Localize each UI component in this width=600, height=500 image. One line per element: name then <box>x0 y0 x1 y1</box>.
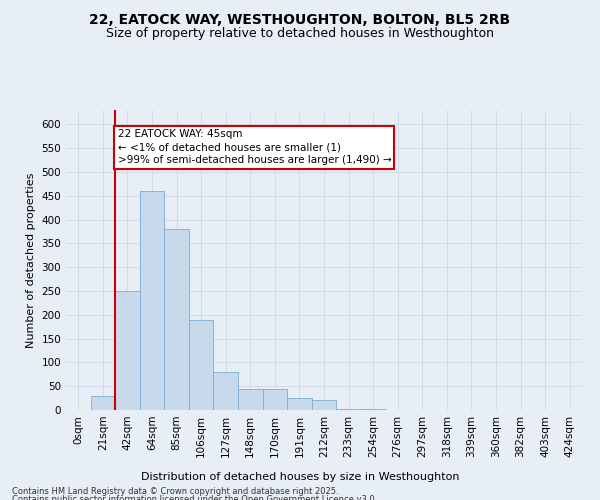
Bar <box>214 372 238 410</box>
Bar <box>115 291 140 410</box>
Text: Size of property relative to detached houses in Westhoughton: Size of property relative to detached ho… <box>106 28 494 40</box>
Y-axis label: Number of detached properties: Number of detached properties <box>26 172 36 348</box>
Bar <box>312 400 336 410</box>
Bar <box>263 388 287 410</box>
Bar <box>91 396 115 410</box>
Bar <box>336 408 361 410</box>
Bar <box>189 320 214 410</box>
Text: Contains public sector information licensed under the Open Government Licence v3: Contains public sector information licen… <box>12 495 377 500</box>
Bar <box>164 229 189 410</box>
Text: 22 EATOCK WAY: 45sqm
← <1% of detached houses are smaller (1)
>99% of semi-detac: 22 EATOCK WAY: 45sqm ← <1% of detached h… <box>118 129 391 166</box>
Bar <box>287 398 312 410</box>
Bar <box>140 191 164 410</box>
Bar <box>238 388 263 410</box>
Text: Distribution of detached houses by size in Westhoughton: Distribution of detached houses by size … <box>141 472 459 482</box>
Text: 22, EATOCK WAY, WESTHOUGHTON, BOLTON, BL5 2RB: 22, EATOCK WAY, WESTHOUGHTON, BOLTON, BL… <box>89 12 511 26</box>
Bar <box>361 408 385 410</box>
Text: Contains HM Land Registry data © Crown copyright and database right 2025.: Contains HM Land Registry data © Crown c… <box>12 488 338 496</box>
